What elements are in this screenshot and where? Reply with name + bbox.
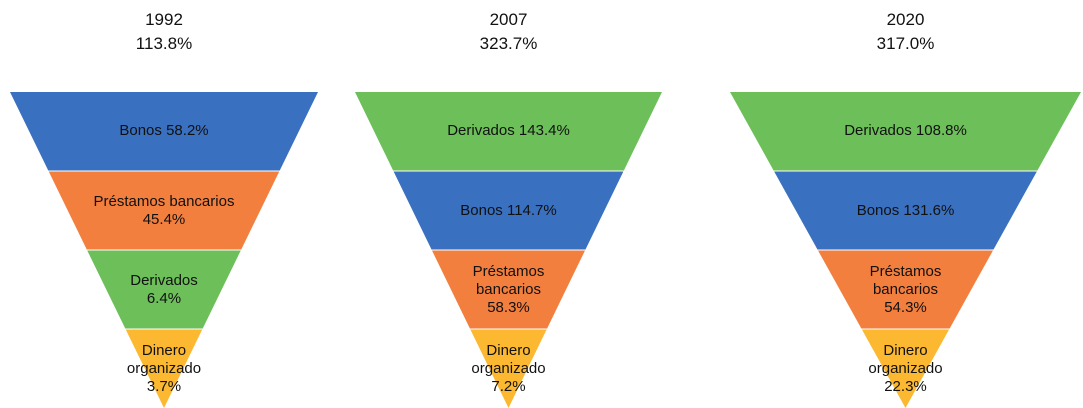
segment-label: Bonos 131.6% [806, 172, 1005, 250]
segment-label: Bonos 58.2% [39, 92, 289, 171]
value-label: 54.3% [884, 298, 927, 316]
segment-label: Préstamos bancarios 58.3% [461, 251, 556, 329]
value-label: 7.2% [491, 377, 526, 395]
value-label: 58.2% [166, 122, 209, 140]
category: Derivados [447, 122, 515, 140]
funnel-segment [393, 171, 624, 250]
value-label: 143.4% [518, 122, 570, 140]
funnel-segment [48, 171, 280, 250]
value-label: 58.3% [487, 298, 530, 316]
year: 2020 [886, 10, 925, 29]
category: Préstamos bancarios [472, 262, 545, 298]
segment-label: Dinero organizado 7.2% [471, 330, 545, 408]
label-text: Bonos 114.7% [460, 202, 556, 220]
segment-label: Derivados 143.4% [384, 92, 633, 171]
category: Derivados [844, 122, 912, 140]
value-label: 108.8% [915, 122, 967, 140]
segment-label: Dinero organizado 22.3% [868, 330, 942, 408]
chart-title: 1992 113.8% [136, 8, 192, 56]
segment-label: Derivados 6.4% [116, 251, 212, 329]
title-line: 317.0% [877, 32, 935, 56]
label-text: Préstamos bancarios 54.3% [850, 263, 962, 317]
funnel-segment [125, 329, 203, 408]
funnel-segment [10, 92, 318, 171]
segment-label: Préstamos bancarios 54.3% [850, 251, 962, 329]
chart-title: 2007 323.7% [480, 8, 538, 56]
category: Dinero organizado [471, 341, 546, 377]
total: 323.7% [479, 34, 538, 53]
label-text: Dinero organizado 22.3% [868, 342, 942, 396]
title-line: 2007 [480, 8, 538, 32]
category: Derivados [130, 271, 198, 289]
category: Bonos [119, 122, 162, 140]
title-line: 1992 [136, 8, 192, 32]
funnel-segment [818, 250, 993, 329]
segment-label: Préstamos bancarios 45.4% [78, 172, 251, 250]
funnel-segment [470, 329, 547, 408]
category: Préstamos bancarios [869, 262, 942, 298]
category: Bonos [856, 201, 900, 219]
funnel-segment [730, 92, 1081, 171]
value-label: 114.7% [506, 201, 557, 219]
year: 2007 [489, 10, 528, 29]
value-label: 45.4% [142, 210, 186, 228]
title-line: 323.7% [480, 32, 538, 56]
funnel-segment [861, 329, 950, 408]
value-label: 22.3% [884, 377, 927, 395]
category: Dinero organizado [126, 341, 202, 377]
label-text: Bonos 131.6% [857, 202, 955, 220]
category: Bonos [460, 201, 503, 219]
funnel-segment [355, 92, 662, 171]
total: 317.0% [876, 34, 935, 53]
value-label: 6.4% [146, 289, 182, 307]
funnel-segment [774, 171, 1037, 250]
year: 1992 [145, 10, 183, 29]
funnel-segment [87, 250, 241, 329]
total: 113.8% [135, 34, 193, 53]
segment-label: Derivados 108.8% [762, 92, 1049, 171]
title-line: 113.8% [136, 32, 192, 56]
title-line: 2020 [877, 8, 935, 32]
label-text: Derivados 6.4% [116, 272, 212, 308]
label-text: Bonos 58.2% [119, 122, 208, 140]
category: Dinero organizado [868, 341, 943, 377]
chart-title: 2020 317.0% [877, 8, 935, 56]
label-text: Derivados 143.4% [447, 122, 570, 140]
label-text: Dinero organizado 3.7% [127, 342, 201, 396]
label-text: Préstamos bancarios 58.3% [461, 263, 556, 317]
segment-label: Bonos 114.7% [423, 172, 595, 250]
label-text: Préstamos bancarios 45.4% [78, 193, 251, 229]
segment-label: Dinero organizado 3.7% [127, 330, 201, 408]
category: Préstamos bancarios [93, 192, 235, 210]
label-text: Derivados 108.8% [844, 122, 967, 140]
funnel-segment [431, 250, 586, 329]
label-text: Dinero organizado 7.2% [471, 342, 545, 396]
value-label: 131.6% [903, 201, 955, 219]
value-label: 3.7% [146, 377, 182, 395]
